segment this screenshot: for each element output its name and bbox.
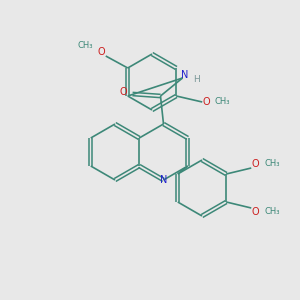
Text: O: O <box>202 97 210 107</box>
Text: N: N <box>181 70 188 80</box>
Text: CH₃: CH₃ <box>265 160 280 169</box>
Text: N: N <box>160 175 167 185</box>
Text: CH₃: CH₃ <box>214 98 230 106</box>
Text: CH₃: CH₃ <box>265 208 280 217</box>
Text: O: O <box>120 87 127 97</box>
Text: H: H <box>193 76 200 85</box>
Text: CH₃: CH₃ <box>77 40 92 50</box>
Text: O: O <box>251 159 259 169</box>
Text: O: O <box>98 47 106 57</box>
Text: O: O <box>251 207 259 217</box>
